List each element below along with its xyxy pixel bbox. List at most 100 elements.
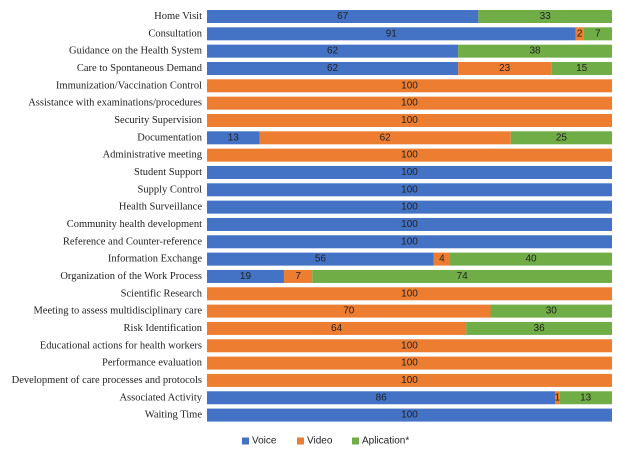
category-label-security-supervision: Security Supervision [114,115,203,126]
bar-voice-guidance-on-the-health-system [207,44,459,58]
data-label-voice-supply-control: 100 [401,184,418,195]
data-label-video-educational-actions-for-health-workers: 100 [401,340,418,351]
plot-area: 67 33 91 2 7 62 38 62 23 15 100 100 100 13 62 25 100 100 1… [207,10,612,422]
data-label-video-performance-evaluation: 100 [401,358,418,369]
category-label-associated-activity: Associated Activity [119,392,202,403]
data-label-voice-community-health-development: 100 [401,219,418,230]
legend-label-voice: Voice [252,436,277,447]
data-label-video-documentation: 62 [380,132,392,143]
data-label-video-risk-identification: 64 [331,323,343,334]
legend-label-aplication: Aplication* [362,436,409,447]
bar-voice-health-surveillance [207,200,612,214]
data-label-voice-reference-and-counter-reference: 100 [401,236,418,247]
bar-video-performance-evaluation [207,356,612,370]
data-label-video-meeting-to-assess-multidisciplinary-care: 70 [343,306,355,317]
bar-video-security-supervision [207,113,612,127]
category-label-health-surveillance: Health Surveillance [119,202,202,213]
category-label-administrative-meeting: Administrative meeting [103,150,203,161]
bar-video-associated-activity [555,391,560,405]
bar-video-meeting-to-assess-multidisciplinary-care [207,304,491,318]
legend-swatch-video [297,437,304,445]
data-label-video-care-to-spontaneous-demand: 23 [499,63,511,74]
bar-voice-supply-control [207,183,612,197]
data-label-video-scientific-research: 100 [401,288,418,299]
bar-video-immunization-vaccination-control [207,79,612,93]
bar-voice-student-support [207,165,612,179]
bar-video-information-exchange [433,252,450,266]
bar-video-organization-of-the-work-process [283,269,313,283]
bar-voice-documentation [207,131,260,145]
bar-voice-waiting-time [207,408,612,422]
category-label-development-of-care-processes-and-protocols: Development of care processes and protoc… [12,375,202,386]
data-label-aplication-consultation: 7 [595,28,601,39]
bar-video-development-of-care-processes-and-protocols [207,373,612,387]
data-label-voice-organization-of-the-work-process: 19 [240,271,252,282]
bar-video-administrative-meeting [207,148,612,162]
category-label-scientific-research: Scientific Research [121,288,203,299]
bar-aplication-associated-activity [559,391,612,405]
data-label-aplication-care-to-spontaneous-demand: 15 [576,63,588,74]
category-label-consultation: Consultation [148,28,202,39]
category-label-educational-actions-for-health-workers: Educational actions for health workers [40,340,202,351]
data-label-voice-information-exchange: 56 [315,254,327,265]
category-label-care-to-spontaneous-demand: Care to Spontaneous Demand [77,63,203,74]
data-label-voice-guidance-on-the-health-system: 62 [327,46,339,57]
category-label-waiting-time: Waiting Time [145,410,203,421]
bar-voice-organization-of-the-work-process [207,269,284,283]
data-label-aplication-guidance-on-the-health-system: 38 [529,46,541,57]
data-label-video-associated-activity: 1 [555,392,561,403]
bar-aplication-guidance-on-the-health-system [458,44,612,58]
legend: Voice Video Aplication* [242,436,409,447]
legend-swatch-aplication [352,437,359,445]
category-label-assistance-with-examinations-procedures: Assistance with examinations/procedures [28,98,202,109]
category-label-information-exchange: Information Exchange [108,254,203,265]
data-label-voice-associated-activity: 86 [376,392,388,403]
data-label-video-consultation: 2 [577,28,583,39]
bar-aplication-home-visit [478,10,612,23]
data-label-video-assistance-with-examinations-procedures: 100 [401,98,418,109]
bar-aplication-risk-identification [466,321,612,335]
data-label-aplication-home-visit: 33 [540,11,552,22]
legend-label-video: Video [307,436,333,447]
bar-voice-associated-activity [207,391,556,405]
data-label-video-security-supervision: 100 [401,115,418,126]
data-label-video-immunization-vaccination-control: 100 [401,80,418,91]
bar-aplication-documentation [510,131,612,145]
bar-voice-community-health-development [207,217,612,231]
data-label-voice-care-to-spontaneous-demand: 62 [327,63,339,74]
category-label-documentation: Documentation [137,132,202,143]
data-label-aplication-meeting-to-assess-multidisciplinary-care: 30 [546,306,558,317]
data-label-video-organization-of-the-work-process: 7 [295,271,301,282]
data-label-aplication-risk-identification: 36 [534,323,546,334]
bar-voice-reference-and-counter-reference [207,235,612,249]
category-label-performance-evaluation: Performance evaluation [102,358,203,369]
bar-video-consultation [575,27,584,41]
bar-aplication-organization-of-the-work-process [312,269,612,283]
bar-voice-home-visit [207,10,479,23]
data-label-video-administrative-meeting: 100 [401,150,418,161]
data-label-video-development-of-care-processes-and-protocols: 100 [401,375,418,386]
category-label-home-visit: Home Visit [154,11,202,22]
bar-video-educational-actions-for-health-workers [207,339,612,353]
category-labels: Home Visit Consultation Guidance on the He… [12,11,203,421]
bar-aplication-information-exchange [450,252,612,266]
data-label-voice-documentation: 13 [228,132,240,143]
data-label-voice-consultation: 91 [386,28,398,39]
data-label-voice-health-surveillance: 100 [401,202,418,213]
bar-voice-consultation [207,27,576,41]
bar-video-documentation [259,131,511,145]
category-label-risk-identification: Risk Identification [124,323,203,334]
data-label-video-information-exchange: 4 [439,254,445,265]
data-label-voice-waiting-time: 100 [401,410,418,421]
category-label-community-health-development: Community health development [67,219,202,230]
data-label-aplication-documentation: 25 [556,132,568,143]
data-label-voice-home-visit: 67 [337,11,349,22]
category-label-reference-and-counter-reference: Reference and Counter-reference [63,236,202,247]
bar-aplication-care-to-spontaneous-demand [551,61,612,75]
bar-video-care-to-spontaneous-demand [458,61,552,75]
category-label-immunization-vaccination-control: Immunization/Vaccination Control [56,80,202,91]
data-label-voice-student-support: 100 [401,167,418,178]
bar-video-scientific-research [207,287,612,301]
bar-video-assistance-with-examinations-procedures [207,96,612,110]
